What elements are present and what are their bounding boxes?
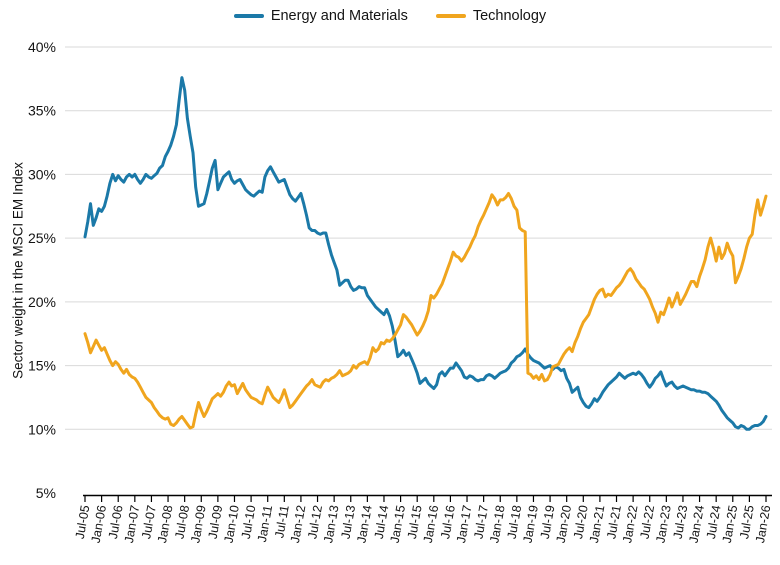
x-tick-label-Jul-14: Jul-14 [372, 504, 392, 540]
x-tick-label-Jan-19: Jan-19 [520, 504, 540, 544]
x-tick-label-Jan-07: Jan-07 [122, 504, 142, 544]
x-tick-label-Jan-14: Jan-14 [354, 504, 374, 544]
x-tick-label-Jul-16: Jul-16 [438, 504, 458, 540]
x-tick-label-Jan-06: Jan-06 [89, 504, 109, 544]
x-tick-label-Jul-15: Jul-15 [405, 504, 425, 540]
technology-line-swatch [435, 14, 466, 18]
x-tick-label-Jan-21: Jan-21 [587, 504, 607, 544]
x-tick-label-Jul-12: Jul-12 [305, 504, 325, 540]
x-tick-label-Jul-18: Jul-18 [505, 504, 525, 540]
x-tick-label-Jul-21: Jul-21 [604, 504, 624, 540]
x-tick-label-Jul-08: Jul-08 [172, 504, 192, 540]
y-tick-label-40: 40% [28, 39, 56, 55]
y-tick-label-30: 30% [28, 166, 56, 182]
x-tick-label-Jul-11: Jul-11 [272, 504, 292, 539]
x-tick-label-Jan-13: Jan-13 [321, 504, 341, 544]
x-tick-label-Jul-06: Jul-06 [106, 504, 126, 540]
x-tick-label-Jan-08: Jan-08 [155, 504, 175, 544]
x-tick-label-Jan-17: Jan-17 [454, 504, 474, 544]
x-tick-label-Jul-10: Jul-10 [239, 504, 259, 540]
x-tick-label-Jul-19: Jul-19 [538, 504, 558, 540]
x-tick-label-Jan-16: Jan-16 [421, 504, 441, 544]
technology-line [83, 192, 768, 430]
x-tick-label-Jan-22: Jan-22 [620, 504, 640, 544]
x-tick-label-Jan-18: Jan-18 [487, 504, 507, 544]
x-tick-label-Jan-26: Jan-26 [753, 504, 773, 544]
x-tick-label-Jul-05: Jul-05 [73, 504, 93, 540]
energy-and-materials-line [83, 76, 768, 431]
x-tick-label-Jan-09: Jan-09 [188, 504, 208, 544]
x-tick-label-Jul-25: Jul-25 [737, 504, 757, 540]
legend-item-technology: Technology [435, 8, 547, 24]
x-tick-label-Jul-22: Jul-22 [637, 504, 657, 540]
y-tick-label-5: 5% [36, 485, 56, 501]
legend-label-technology: Technology [472, 8, 547, 24]
y-tick-label-25: 25% [28, 230, 56, 246]
y-tick-label-35: 35% [28, 103, 56, 119]
x-tick-label-Jan-11: Jan-11 [255, 504, 275, 543]
x-tick-label-Jul-13: Jul-13 [339, 504, 359, 540]
x-tick-label-Jul-24: Jul-24 [704, 504, 724, 540]
x-tick-label-Jan-15: Jan-15 [388, 504, 408, 544]
chart-legend: Energy and Materials Technology [0, 8, 780, 24]
y-tick-label-10: 10% [28, 421, 56, 437]
legend-item-energy-materials: Energy and Materials [233, 8, 408, 24]
x-tick-label-Jul-17: Jul-17 [471, 504, 491, 540]
legend-label-energy-materials: Energy and Materials [270, 8, 408, 24]
x-tick-label-Jan-23: Jan-23 [653, 504, 673, 544]
y-tick-label-20: 20% [28, 294, 56, 310]
x-tick-label-Jul-23: Jul-23 [671, 504, 691, 540]
x-tick-label-Jul-20: Jul-20 [571, 504, 591, 540]
x-tick-label-Jan-20: Jan-20 [554, 504, 574, 544]
x-tick-label-Jul-07: Jul-07 [139, 504, 159, 540]
x-tick-label-Jan-24: Jan-24 [687, 504, 707, 544]
x-tick-label-Jul-09: Jul-09 [206, 504, 226, 540]
energy-materials-line-swatch [233, 14, 264, 18]
y-tick-label-15: 15% [28, 358, 56, 374]
x-tick-label-Jan-25: Jan-25 [720, 504, 740, 544]
x-tick-label-Jan-10: Jan-10 [222, 504, 242, 544]
x-tick-label-Jan-12: Jan-12 [288, 504, 308, 544]
